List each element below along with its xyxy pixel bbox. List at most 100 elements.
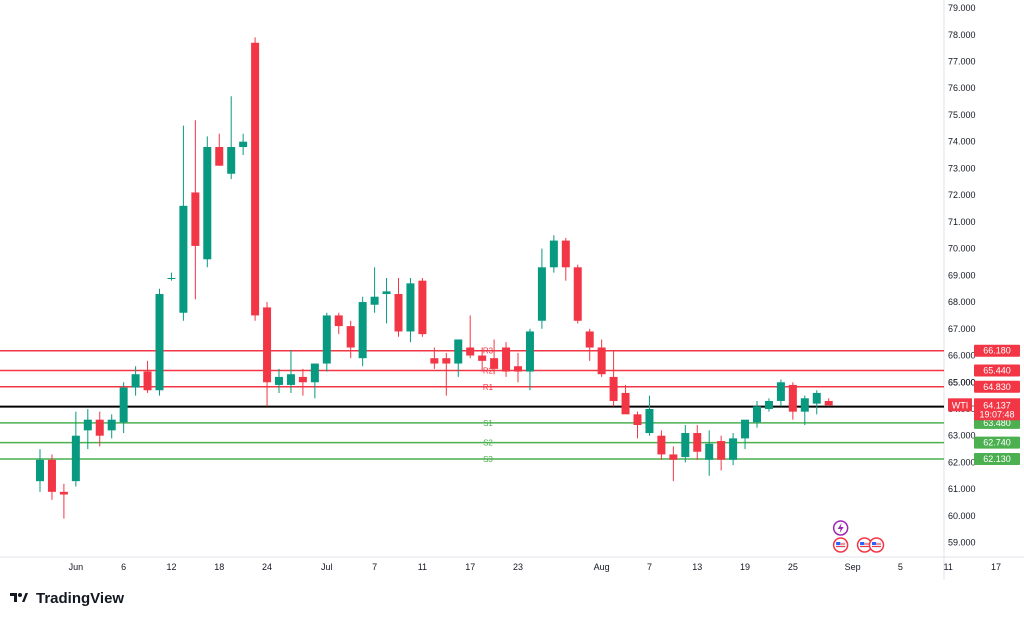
candle-body[interactable] <box>83 419 92 431</box>
candle-body[interactable] <box>382 291 391 295</box>
candle-body[interactable] <box>275 376 283 385</box>
x-tick-label: Aug <box>594 562 610 572</box>
candle-body[interactable] <box>95 419 104 436</box>
candle-body[interactable] <box>729 438 738 460</box>
candle-body[interactable] <box>298 376 307 383</box>
candle-body[interactable] <box>585 331 594 348</box>
candle-body[interactable] <box>514 366 522 372</box>
level-price-tag-s2[interactable] <box>974 436 1020 449</box>
candle-body[interactable] <box>812 392 821 404</box>
y-tick-label: 73.000 <box>948 163 976 173</box>
candle-body[interactable] <box>358 302 367 359</box>
x-tick-label: 19 <box>740 562 750 572</box>
candle-body[interactable] <box>645 408 654 434</box>
candle-body[interactable] <box>71 435 80 482</box>
candlestick-chart[interactable]: 59.00060.00061.00062.00063.00064.00065.0… <box>0 0 1024 580</box>
candle-body[interactable] <box>681 433 690 458</box>
candle-body[interactable] <box>143 371 152 391</box>
level-name-r1: R1 <box>483 383 494 392</box>
candle-body[interactable] <box>573 267 582 321</box>
x-tick-label: 11 <box>944 562 953 572</box>
candle-body[interactable] <box>776 382 785 401</box>
candle-body[interactable] <box>800 398 809 412</box>
candle-body[interactable] <box>119 387 128 423</box>
candle-body[interactable] <box>561 240 570 268</box>
lightning-event-icon[interactable] <box>832 520 849 536</box>
x-tick-label: 5 <box>898 562 903 572</box>
candle-body[interactable] <box>788 384 797 412</box>
candle-body[interactable] <box>394 294 403 332</box>
candle-body[interactable] <box>537 267 546 321</box>
candle-body[interactable] <box>597 347 606 375</box>
candle-body[interactable] <box>131 374 140 388</box>
candle-body[interactable] <box>717 441 726 460</box>
candle-body[interactable] <box>155 294 164 391</box>
candle-body[interactable] <box>167 278 176 279</box>
level-price-tag-r3[interactable] <box>974 344 1020 357</box>
candle-body[interactable] <box>633 414 642 426</box>
candle-body[interactable] <box>346 326 355 348</box>
candle-body[interactable] <box>179 205 188 313</box>
candle-body[interactable] <box>430 358 439 364</box>
candle-body[interactable] <box>47 459 56 492</box>
us-flag-event-icon[interactable] <box>832 537 849 553</box>
y-tick-label: 61.000 <box>948 484 976 494</box>
candle-body[interactable] <box>251 42 260 316</box>
x-tick-label: 12 <box>166 562 176 572</box>
candle-body[interactable] <box>466 347 475 356</box>
candle-body[interactable] <box>227 147 236 174</box>
candle-body[interactable] <box>454 339 463 364</box>
level-price-tag-r1[interactable] <box>974 380 1020 393</box>
candle-body[interactable] <box>525 331 534 372</box>
candle-body[interactable] <box>621 392 630 415</box>
footer: TradingView <box>8 586 124 610</box>
x-tick-label: 6 <box>121 562 126 572</box>
last-price-tag[interactable] <box>974 398 1020 421</box>
tradingview-logo-icon[interactable] <box>8 591 30 605</box>
candle-body[interactable] <box>753 406 761 423</box>
candle-body[interactable] <box>693 433 702 452</box>
candle-body[interactable] <box>406 283 415 332</box>
candle-body[interactable] <box>741 419 750 439</box>
level-name-s3: S3 <box>483 455 493 464</box>
candle-body[interactable] <box>609 376 618 401</box>
x-tick-label: 24 <box>262 562 272 572</box>
candle-body[interactable] <box>370 296 379 305</box>
brand-name[interactable]: TradingView <box>36 589 125 607</box>
candle-body[interactable] <box>549 240 558 268</box>
candle-body[interactable] <box>239 141 248 148</box>
candle-body[interactable] <box>36 459 44 482</box>
y-tick-label: 77.000 <box>948 56 976 66</box>
candle-body[interactable] <box>764 400 773 409</box>
level-price-tag-s3[interactable] <box>974 452 1020 465</box>
level-price-label: 62.740 <box>983 438 1011 448</box>
candle-body[interactable] <box>59 491 68 495</box>
x-tick-label: 23 <box>513 562 523 572</box>
candle-body[interactable] <box>334 315 343 327</box>
candle-body[interactable] <box>191 192 200 246</box>
chart-area[interactable]: 59.00060.00061.00062.00063.00064.00065.0… <box>0 0 1024 580</box>
candle-body[interactable] <box>322 315 331 364</box>
y-tick-label: 60.000 <box>948 511 976 521</box>
candle-body[interactable] <box>310 363 319 383</box>
candle-body[interactable] <box>263 307 272 383</box>
candle-body[interactable] <box>657 435 666 455</box>
candle-body[interactable] <box>215 147 224 166</box>
candle-body[interactable] <box>478 355 487 361</box>
candle-body[interactable] <box>502 347 511 372</box>
level-price-tag-r2[interactable] <box>974 364 1020 377</box>
us-flag-event-icon[interactable] <box>868 537 885 553</box>
symbol-tag[interactable] <box>948 398 972 412</box>
candle-body[interactable] <box>107 419 116 431</box>
candle-body[interactable] <box>705 443 714 460</box>
candle-body[interactable] <box>669 454 678 460</box>
candle-body[interactable] <box>490 358 499 369</box>
candle-body[interactable] <box>442 358 451 364</box>
candle-body[interactable] <box>286 374 295 385</box>
candle-body[interactable] <box>824 400 833 406</box>
candle-body[interactable] <box>203 147 212 260</box>
level-price-label: 66.180 <box>983 346 1011 356</box>
candle-body[interactable] <box>418 280 427 335</box>
y-tick-label: 75.000 <box>948 110 976 120</box>
y-tick-label: 78.000 <box>948 30 976 40</box>
